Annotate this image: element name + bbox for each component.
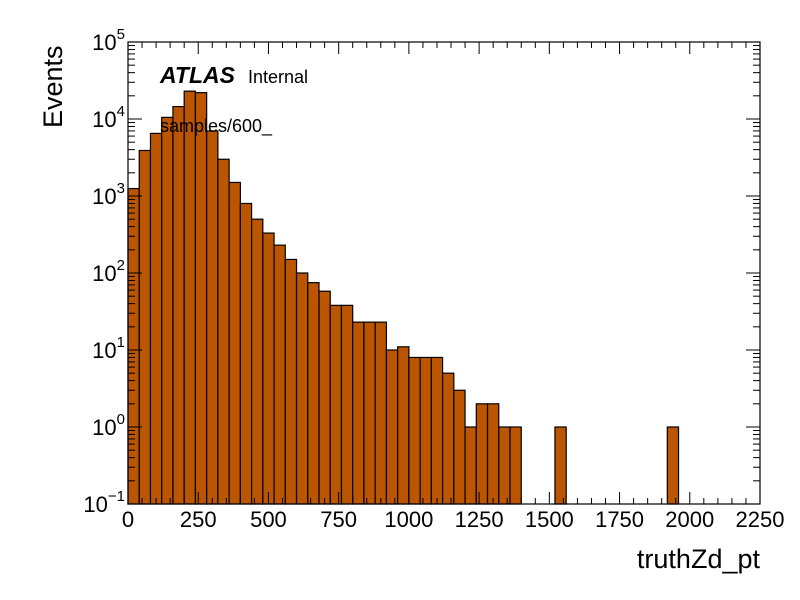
histogram-bar bbox=[307, 282, 320, 505]
y-tick-label-exponent: 0 bbox=[117, 411, 125, 428]
y-axis-title: Events bbox=[38, 45, 68, 128]
histogram-bar bbox=[464, 426, 477, 505]
histogram-bar bbox=[498, 426, 511, 505]
histogram-bar bbox=[183, 90, 197, 505]
histogram-bar bbox=[385, 349, 399, 505]
histogram-bar bbox=[206, 130, 219, 505]
x-tick-label: 2000 bbox=[665, 507, 714, 532]
histogram-bar bbox=[430, 356, 444, 505]
histogram-bar bbox=[239, 202, 253, 505]
y-tick-label-base: 10 bbox=[83, 492, 107, 517]
x-tick-labels: 0 250 500 750 1000 1250 1500 1750 2000 2250 bbox=[122, 507, 785, 532]
histogram-bar bbox=[318, 290, 331, 505]
x-tick-label: 1750 bbox=[595, 507, 644, 532]
y-tick-label-exponent: −1 bbox=[108, 488, 125, 505]
y-tick-label: 10 5 bbox=[92, 26, 125, 55]
x-tick-label: 0 bbox=[122, 507, 134, 532]
x-tick-label: 1000 bbox=[384, 507, 433, 532]
histogram-bar bbox=[486, 403, 500, 505]
histogram-bar bbox=[161, 116, 174, 505]
histogram-bar bbox=[666, 426, 680, 505]
histogram-bar bbox=[295, 272, 309, 505]
histogram-bar bbox=[262, 232, 275, 505]
y-tick-label-base: 10 bbox=[92, 107, 116, 132]
x-tick-label: 750 bbox=[320, 507, 357, 532]
y-tick-label: 10 −1 bbox=[83, 488, 125, 517]
y-tick-label-exponent: 1 bbox=[117, 334, 125, 351]
histogram-bar bbox=[453, 389, 466, 505]
x-tick-label: 500 bbox=[250, 507, 287, 532]
x-tick-label: 1250 bbox=[455, 507, 504, 532]
histogram-bar bbox=[419, 356, 432, 505]
y-tick-label-base: 10 bbox=[92, 338, 116, 363]
sample-label: samples/600_ bbox=[160, 116, 273, 137]
x-axis-title: truthZd_pt bbox=[637, 544, 761, 574]
atlas-label: ATLAS bbox=[159, 62, 236, 88]
histogram-bars bbox=[127, 90, 680, 505]
histogram-bar bbox=[228, 181, 241, 505]
histogram-bar bbox=[284, 258, 298, 505]
histogram-bar bbox=[509, 426, 522, 505]
atlas-status-label: Internal bbox=[248, 67, 308, 87]
histogram-bar bbox=[397, 346, 410, 505]
x-tick-label: 2250 bbox=[736, 507, 785, 532]
histogram-bar bbox=[475, 403, 489, 505]
histogram-bar bbox=[149, 132, 163, 505]
y-tick-label-base: 10 bbox=[92, 415, 116, 440]
y-tick-label-exponent: 5 bbox=[117, 26, 125, 43]
histogram-bar bbox=[352, 321, 365, 505]
y-tick-label: 10 3 bbox=[92, 180, 125, 209]
histogram-bar bbox=[441, 372, 455, 505]
histogram-bar bbox=[329, 304, 343, 505]
histogram-bar bbox=[408, 356, 421, 505]
y-tick-label: 10 0 bbox=[92, 411, 125, 440]
y-tick-label-base: 10 bbox=[92, 30, 116, 55]
x-tick-label: 250 bbox=[180, 507, 217, 532]
y-tick-label-exponent: 4 bbox=[117, 103, 125, 120]
histogram-bar bbox=[194, 92, 208, 505]
plot-frame bbox=[127, 41, 761, 505]
y-tick-label-exponent: 2 bbox=[117, 257, 125, 274]
histogram-bar bbox=[217, 158, 230, 505]
histogram-bar bbox=[172, 105, 185, 505]
y-tick-label-base: 10 bbox=[92, 184, 116, 209]
axis-ticks bbox=[127, 41, 761, 505]
x-tick-label: 1500 bbox=[525, 507, 574, 532]
histogram-bar bbox=[250, 218, 264, 505]
histogram-bar bbox=[363, 321, 376, 505]
histogram-bar bbox=[554, 426, 567, 505]
y-tick-label-exponent: 3 bbox=[117, 180, 125, 197]
histogram-bar bbox=[340, 304, 354, 505]
histogram-bar bbox=[138, 149, 152, 505]
histogram-bar bbox=[374, 321, 388, 505]
y-tick-label: 10 4 bbox=[92, 103, 125, 132]
y-tick-label: 10 2 bbox=[92, 257, 125, 286]
y-tick-label-base: 10 bbox=[92, 261, 116, 286]
y-tick-label: 10 1 bbox=[92, 334, 125, 363]
histogram-bar bbox=[273, 244, 286, 505]
